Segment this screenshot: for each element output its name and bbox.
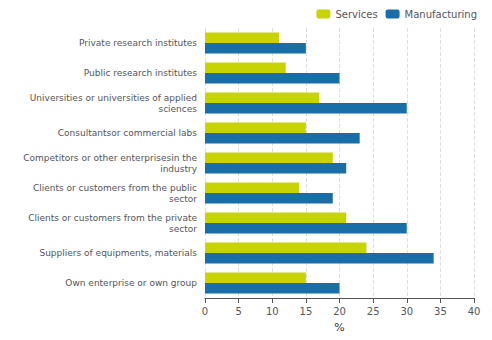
svg-text:Consultantsor commercial labs: Consultantsor commercial labs (58, 128, 198, 138)
svg-text:industry: industry (160, 164, 198, 174)
svg-text:Manufacturing: Manufacturing (405, 9, 477, 20)
svg-text:Clients or customers from the: Clients or customers from the private (28, 213, 197, 223)
svg-text:Suppliers of equipments, mater: Suppliers of equipments, materials (39, 248, 197, 258)
svg-text:Private research institutes: Private research institutes (79, 38, 197, 48)
svg-text:Clients or customers from the: Clients or customers from the public (33, 183, 197, 193)
svg-text:sector: sector (169, 194, 197, 204)
svg-text:Public research institutes: Public research institutes (84, 68, 198, 78)
svg-text:Own enterprise or own group: Own enterprise or own group (65, 278, 197, 288)
svg-text:30: 30 (400, 306, 413, 317)
svg-text:sector: sector (169, 224, 197, 234)
svg-text:Competitors or other enterpris: Competitors or other enterprisesin the (23, 153, 197, 163)
svg-text:%: % (334, 321, 344, 334)
svg-text:0: 0 (202, 306, 208, 317)
svg-text:20: 20 (333, 306, 346, 317)
svg-text:Services: Services (335, 9, 377, 20)
svg-text:15: 15 (300, 306, 313, 317)
svg-text:35: 35 (434, 306, 447, 317)
svg-text:sciences: sciences (158, 104, 197, 114)
svg-text:25: 25 (367, 306, 380, 317)
svg-text:10: 10 (266, 306, 279, 317)
svg-text:5: 5 (235, 306, 241, 317)
svg-text:Universities or universities o: Universities or universities of applied (30, 93, 197, 103)
svg-text:40: 40 (468, 306, 481, 317)
